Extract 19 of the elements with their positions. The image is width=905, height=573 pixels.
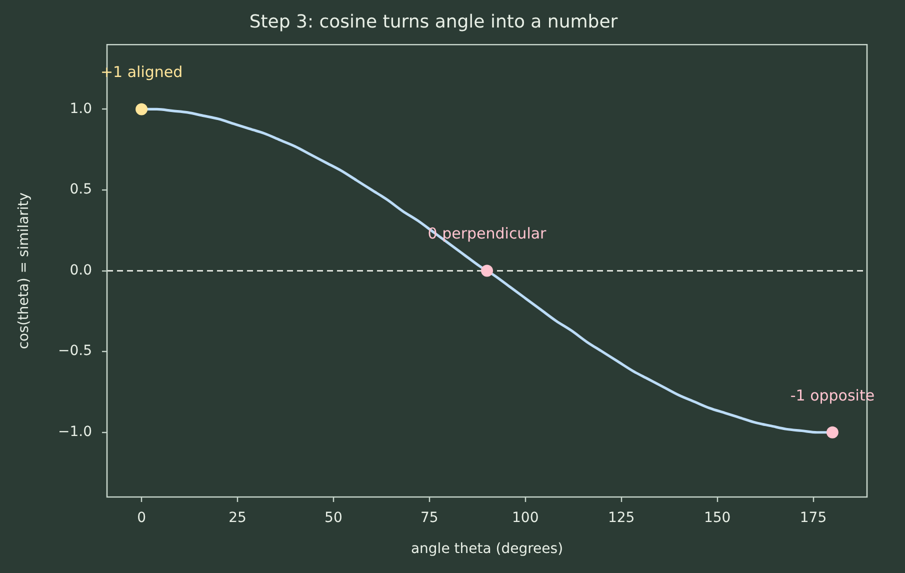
y-tick-label: −1.0 [58, 424, 92, 440]
x-axis-title: angle theta (degrees) [410, 541, 564, 558]
x-tick-label: 100 [512, 510, 539, 526]
x-tick-label: 125 [608, 510, 635, 526]
chart-title: Step 3: cosine turns angle into a number [249, 11, 618, 32]
x-tick-label: 75 [420, 510, 438, 526]
y-tick-label: 0.0 [70, 262, 92, 278]
x-tick-label: 50 [324, 510, 342, 526]
x-tick-label: 0 [137, 510, 146, 526]
point [826, 426, 838, 438]
y-tick-label: 1.0 [70, 100, 92, 117]
x-tick-label: 25 [228, 510, 246, 526]
point [136, 103, 148, 116]
y-axis-title: cos(theta) = similarity [16, 192, 32, 350]
y-tick-label: 0.5 [70, 182, 92, 198]
y-tick-label: −0.5 [58, 343, 92, 360]
point [481, 264, 493, 277]
x-tick-label: 150 [704, 510, 731, 526]
x-tick-label: 175 [800, 510, 827, 526]
